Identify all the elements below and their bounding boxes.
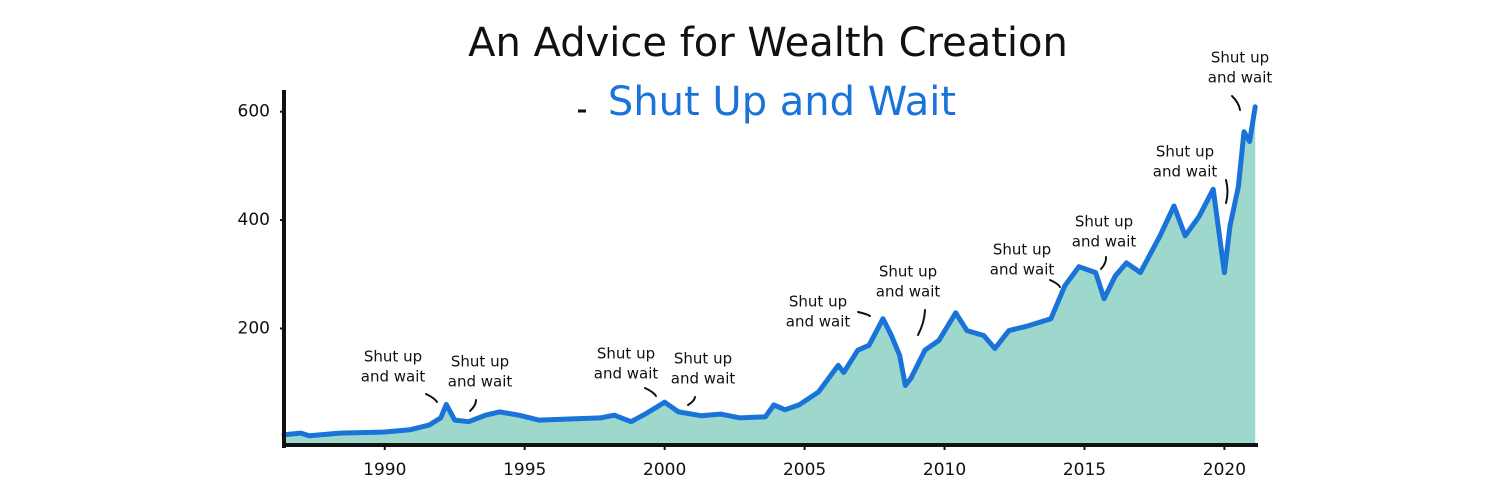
line [281, 104, 1258, 439]
annotation: Shut up [1156, 143, 1214, 161]
annotation: and wait [1208, 69, 1273, 87]
chart-title: An Advice for Wealth Creation [468, 20, 1068, 66]
annotation: and wait [671, 370, 736, 388]
annotation: and wait [990, 261, 1055, 279]
annotation: and wait [1072, 233, 1137, 251]
annotation-pointer [687, 396, 696, 406]
y-tick-label: 600 [238, 102, 270, 122]
annotation-pointer [1231, 95, 1241, 111]
x-tick-label: 2015 [1063, 460, 1106, 480]
x-tick-label: 2010 [923, 460, 966, 480]
annotation: Shut up [993, 241, 1051, 259]
annotation: and wait [1153, 163, 1218, 181]
y-tick-label: 200 [238, 318, 270, 338]
x-tick-label: 2020 [1203, 460, 1246, 480]
x-tick-label: 2005 [783, 460, 826, 480]
annotation: Shut up [1075, 213, 1133, 231]
annotation: and wait [361, 368, 426, 386]
annotation-pointer [1100, 256, 1108, 270]
annotation-pointer [917, 309, 926, 336]
y-tick-label: 400 [238, 210, 270, 230]
x-tick-label: 1990 [363, 460, 406, 480]
annotation: and wait [594, 365, 659, 383]
annotation-pointer [469, 399, 477, 412]
annotation: Shut up [789, 293, 847, 311]
annotation-pointer [644, 387, 657, 397]
chart-subtitle: Shut Up and Wait [608, 79, 956, 125]
area [284, 106, 1256, 446]
annotation: Shut up [451, 353, 509, 371]
annotation-pointer [1049, 279, 1061, 288]
annotation: Shut up [674, 350, 732, 368]
annotation: Shut up [879, 263, 937, 281]
annotation-pointer [1225, 179, 1229, 204]
annotation: Shut up [1211, 49, 1269, 67]
x-tick-label: 2000 [643, 460, 686, 480]
annotation: and wait [876, 283, 941, 301]
annotation: Shut up [597, 345, 655, 363]
annotation: Shut up [364, 348, 422, 366]
annotation-pointer [425, 393, 438, 403]
annotation-pointer [857, 311, 871, 317]
annotation: and wait [786, 313, 851, 331]
x-tick-label: 1995 [503, 460, 546, 480]
annotation: and wait [448, 373, 513, 391]
